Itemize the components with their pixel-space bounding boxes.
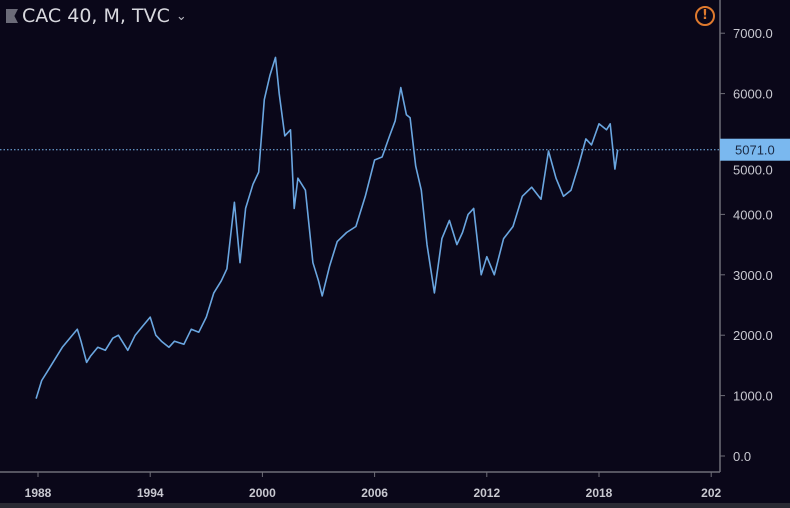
y-tick-label: 1000.0 [733,389,773,404]
y-tick-label: 5000.0 [733,163,773,178]
flag-icon [6,9,18,23]
x-tick-label: 2012 [473,486,500,500]
y-tick-label: 3000.0 [733,268,773,283]
y-tick-label: 7000.0 [733,26,773,41]
price-series-line [35,56,619,399]
x-tick-label: 1988 [25,486,52,500]
y-tick-label: 6000.0 [733,87,773,102]
last-price-label-bg [720,138,790,161]
symbol-title: CAC 40, M, TVC [22,5,170,27]
x-tick-label: 2018 [586,486,613,500]
symbol-selector[interactable]: CAC 40, M, TVC ⌄ [6,5,187,27]
x-tick-label: 2000 [249,486,276,500]
chevron-down-icon[interactable]: ⌄ [175,8,187,24]
x-tick-label: 2006 [361,486,388,500]
y-tick-label: 4000.0 [733,207,773,222]
bottom-bar [0,503,790,508]
last-price-label: 5071.0 [735,143,775,158]
x-tick-label: 202 [701,486,721,500]
exclamation-circle-icon[interactable]: ! [695,6,715,26]
y-tick-label: 2000.0 [733,328,773,343]
y-tick-label: 0.0 [733,449,751,464]
x-tick-label: 1994 [137,486,164,500]
